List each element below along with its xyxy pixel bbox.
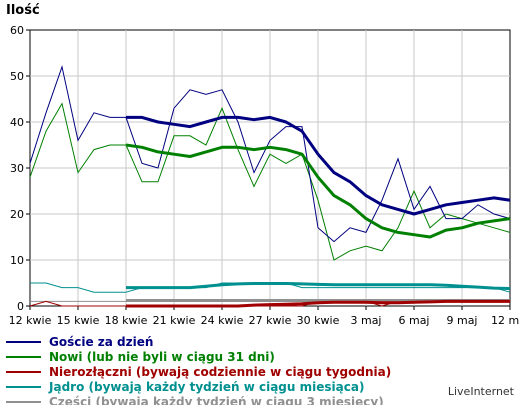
- y-tick-label: 60: [10, 24, 24, 37]
- y-tick-label: 50: [10, 70, 24, 83]
- legend-swatch: [6, 355, 41, 358]
- legend-label: Nierozłączni (bywają codziennie w ciągu …: [49, 364, 392, 379]
- series-1-daily-line: [29, 102, 511, 261]
- legend-item: Goście za dzień: [6, 334, 391, 349]
- x-tick-label: 27 kwie: [249, 314, 292, 327]
- y-tick-label: 30: [10, 162, 24, 175]
- legend-item: Nierozłączni (bywają codziennie w ciągu …: [6, 364, 391, 379]
- y-axis-label: Ilość: [6, 3, 40, 18]
- legend-swatch: [6, 370, 41, 373]
- grid-lines: [30, 30, 510, 306]
- y-tick-label: 40: [10, 116, 24, 129]
- series-2-average-line: [126, 299, 510, 308]
- x-tick-label: 12 kwie: [9, 314, 52, 327]
- x-tick-label: 3 maj: [350, 314, 381, 327]
- legend-swatch: [6, 385, 41, 388]
- legend-label: Goście za dzień: [49, 334, 154, 349]
- legend-swatch: [6, 400, 41, 403]
- series-1-average-line: [125, 143, 511, 239]
- x-tick-label: 30 kwie: [297, 314, 340, 327]
- x-tick-label: 9 maj: [446, 314, 477, 327]
- y-tick-label: 20: [10, 208, 24, 221]
- credit-label: LiveInternet: [447, 385, 514, 398]
- x-axis-ticks: 12 kwie 15 kwie 18 kwie 21 kwie 24 kwie 27 kw…: [9, 306, 520, 327]
- legend-label: Części (bywają każdy tydzień w ciągu 3 m…: [49, 394, 384, 405]
- y-axis-ticks: 0 10 20 30 40 50 60: [10, 24, 30, 313]
- x-tick-label: 15 kwie: [57, 314, 100, 327]
- x-tick-label: 6 maj: [398, 314, 429, 327]
- legend-label: Nowi (lub nie byli w ciągu 31 dni): [49, 349, 275, 364]
- x-tick-label: 21 kwie: [153, 314, 196, 327]
- line-chart: Ilość 0 10 20 30 40 50 60 12 kwie 15 kwie 18 kwi…: [6, 3, 520, 327]
- series-0-daily-line: [29, 64, 511, 243]
- series-0-average-line: [126, 115, 511, 216]
- average-series-lines: [125, 115, 511, 308]
- y-tick-label: 0: [17, 300, 24, 313]
- x-tick-label: 24 kwie: [201, 314, 244, 327]
- legend-label: Jądro (bywają każdy tydzień w ciągu mies…: [49, 379, 365, 394]
- legend: Goście za dzień Nowi (lub nie byli w ciąg…: [6, 334, 391, 405]
- legend-item: Nowi (lub nie byli w ciągu 31 dni): [6, 349, 391, 364]
- x-tick-label: 12 maj: [491, 314, 520, 327]
- legend-swatch: [6, 340, 41, 343]
- legend-item: Jądro (bywają każdy tydzień w ciągu mies…: [6, 379, 391, 394]
- series-3-average-line: [126, 282, 511, 290]
- legend-item: Części (bywają każdy tydzień w ciągu 3 m…: [6, 394, 391, 405]
- x-tick-label: 18 kwie: [105, 314, 148, 327]
- y-tick-label: 10: [10, 254, 24, 267]
